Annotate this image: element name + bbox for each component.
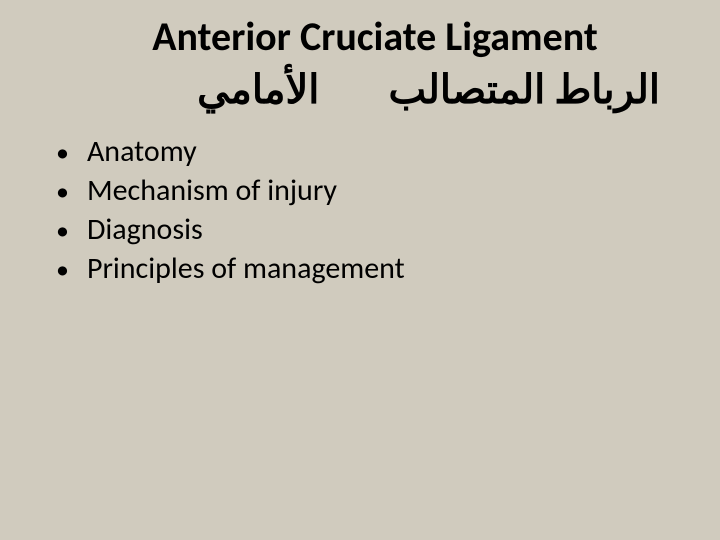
bullet-icon: •	[56, 139, 69, 165]
bullet-text: Mechanism of injury	[87, 171, 337, 210]
bullet-icon: •	[56, 256, 69, 282]
bullet-list: • Anatomy • Mechanism of injury • Diagno…	[40, 132, 680, 288]
bullet-text: Diagnosis	[87, 210, 203, 249]
bullet-text: Principles of management	[87, 249, 405, 288]
list-item: • Anatomy	[56, 132, 680, 171]
list-item: • Mechanism of injury	[56, 171, 680, 210]
slide-container: Anterior Cruciate Ligament الرباط المتصا…	[0, 0, 720, 540]
title-english: Anterior Cruciate Ligament	[70, 12, 680, 61]
bullet-icon: •	[56, 178, 69, 204]
list-item: • Principles of management	[56, 249, 680, 288]
title-arabic-part1: الرباط المتصالب	[388, 65, 660, 114]
title-arabic: الرباط المتصالب الأمامي	[40, 65, 680, 114]
list-item: • Diagnosis	[56, 210, 680, 249]
bullet-text: Anatomy	[87, 132, 197, 171]
title-arabic-part2: الأمامي	[197, 65, 319, 114]
bullet-icon: •	[56, 217, 69, 243]
